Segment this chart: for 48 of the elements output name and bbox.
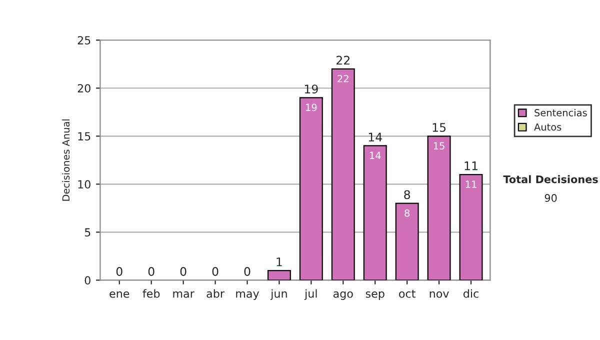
bar [459, 174, 483, 280]
x-tick-label: jul [304, 289, 317, 300]
total-label: 0 [116, 267, 122, 276]
x-tick-label: mar [173, 291, 194, 298]
x-tick-label: jun [270, 289, 287, 300]
total-label: 22 [336, 56, 350, 65]
y-tick-label: 15 [78, 132, 90, 141]
total-label: 0 [148, 267, 154, 276]
y-tick-label: 5 [84, 228, 90, 237]
data-label: 11 [466, 180, 476, 188]
data-label: 14 [370, 152, 381, 159]
legend-label: Sentencias [534, 108, 587, 116]
bar [331, 68, 355, 280]
y-axis-title: Decisiones Anual [62, 119, 70, 201]
y-tick-label: 0 [84, 276, 90, 285]
bar [427, 136, 451, 280]
total-label: 14 [368, 132, 382, 142]
bar [363, 145, 387, 280]
total-label: 1 [276, 258, 282, 266]
legend-label: Autos [534, 123, 562, 131]
bar [267, 270, 291, 280]
total-label: 0 [244, 267, 250, 276]
x-tick-label: abr [206, 289, 224, 298]
data-label: 15 [434, 142, 444, 150]
bar [299, 97, 323, 280]
total-label: 0 [180, 267, 186, 276]
data-label: 19 [306, 104, 317, 112]
data-label: 22 [338, 74, 348, 82]
total-label: 0 [212, 267, 218, 276]
text: Total Decisiones [503, 175, 598, 184]
total-label: 15 [432, 123, 446, 132]
y-tick-label: 25 [78, 36, 90, 44]
x-tick-label: nov [430, 291, 449, 298]
text: 90 [544, 194, 557, 202]
x-tick-label: may [236, 291, 260, 300]
y-tick-label: 20 [78, 84, 90, 93]
x-tick-label: ago [333, 291, 353, 300]
x-tick-label: ene [110, 291, 130, 298]
total-label: 19 [304, 84, 318, 94]
x-tick-label: feb [142, 289, 160, 298]
y-tick-label: 10 [78, 180, 90, 189]
x-tick-label: sep [366, 291, 384, 300]
x-tick-label: dic [464, 289, 478, 298]
total-label: 8 [404, 190, 410, 200]
x-tick-label: oct [399, 290, 416, 298]
total-label: 11 [464, 162, 478, 170]
bar [395, 202, 419, 280]
data-label: 8 [404, 209, 410, 217]
